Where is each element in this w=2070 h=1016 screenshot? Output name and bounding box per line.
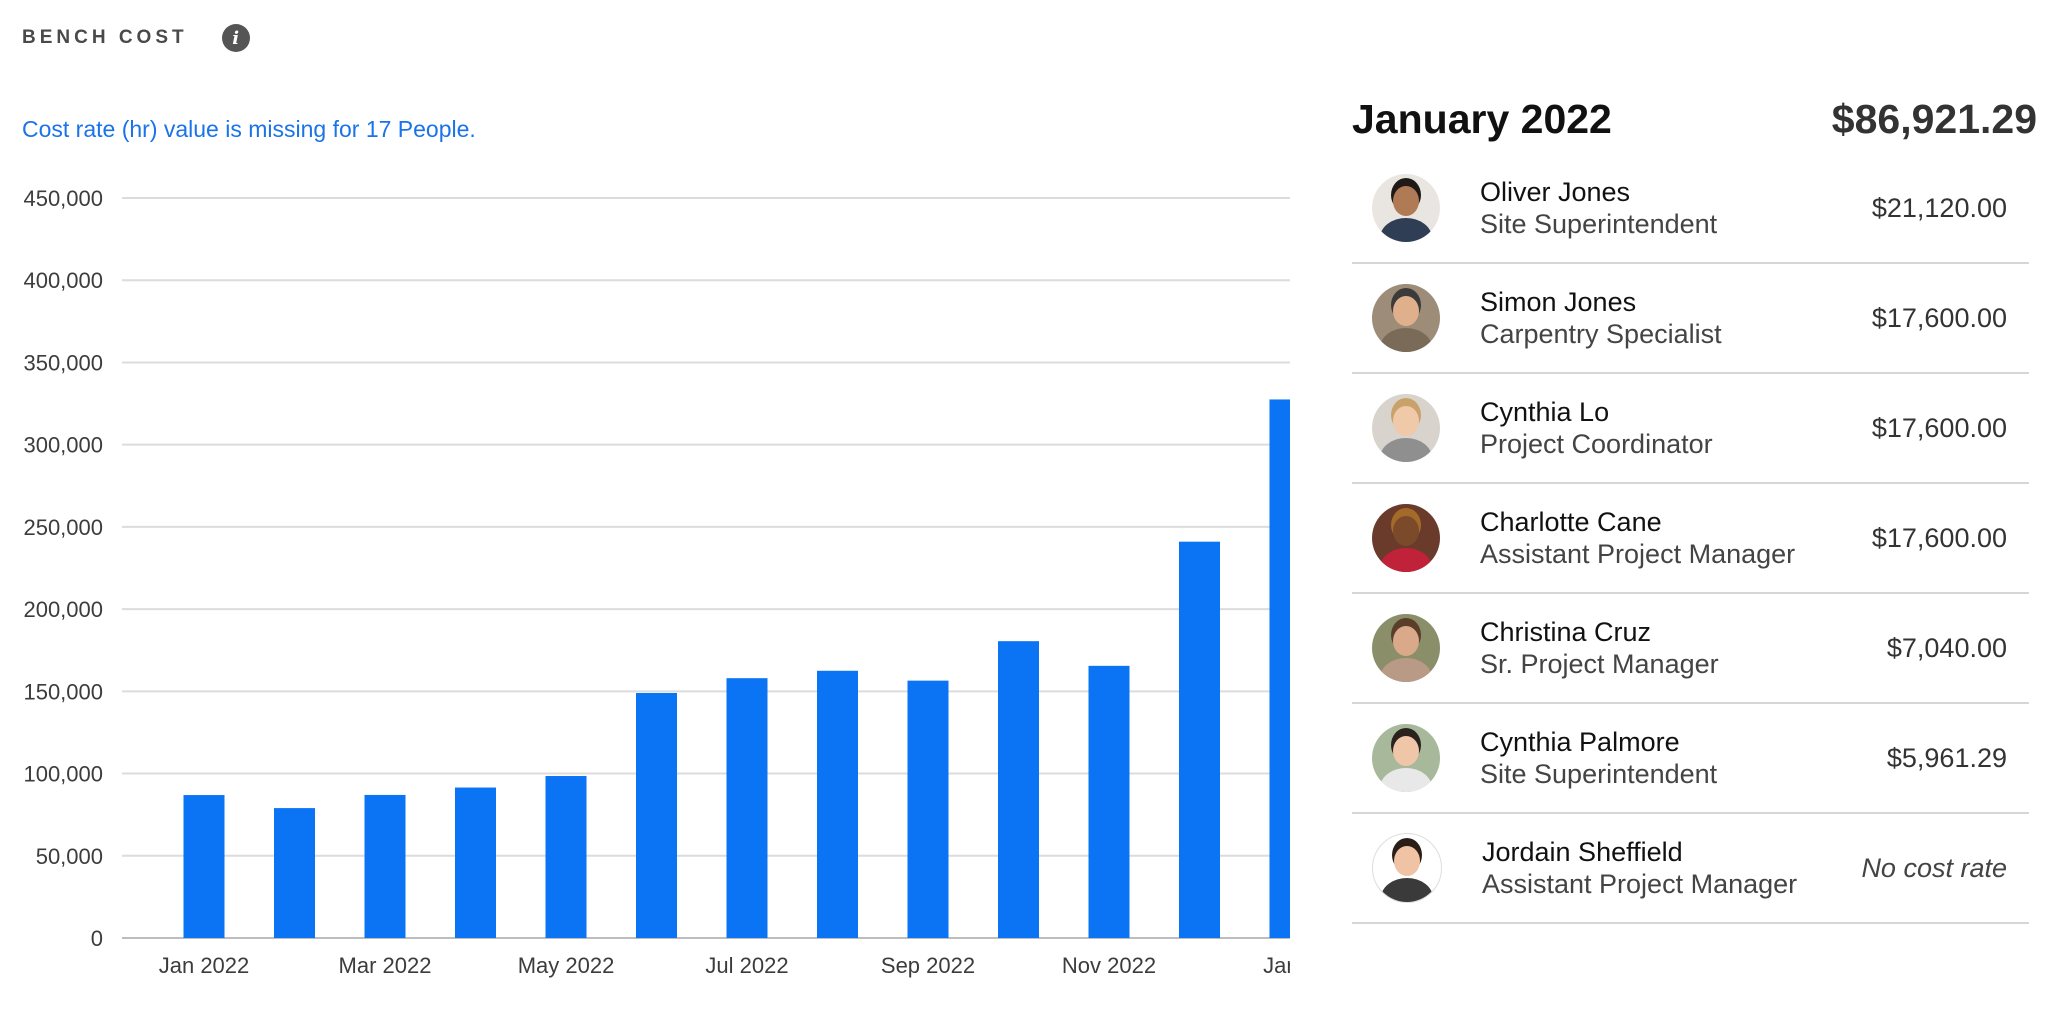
x-tick-label: Jan 2022 — [159, 953, 250, 978]
person-cost: $17,600.00 — [1871, 522, 2007, 553]
person-role: Carpentry Specialist — [1480, 319, 1722, 349]
avatar — [1372, 394, 1440, 462]
avatar — [1372, 833, 1442, 903]
person-role: Assistant Project Manager — [1482, 869, 1798, 899]
person-cost: $21,120.00 — [1871, 192, 2007, 223]
info-icon[interactable]: i — [221, 24, 250, 52]
person-name: Simon Jones — [1480, 287, 1637, 317]
person-role: Site Superintendent — [1480, 759, 1718, 789]
bar — [274, 808, 315, 938]
bar — [817, 670, 858, 938]
person-cost: $7,040.00 — [1886, 632, 2007, 663]
y-tick-label: 0 — [91, 926, 103, 951]
y-tick-label: 200,000 — [23, 597, 103, 622]
x-tick-label: Jan 2 — [1263, 953, 1300, 978]
person-row[interactable]: Jordain Sheffield Assistant Project Mana… — [1352, 814, 2029, 924]
avatar — [1372, 614, 1440, 682]
person-row[interactable]: Oliver Jones Site Superintendent $21,120… — [1352, 154, 2029, 264]
person-row[interactable]: Charlotte Cane Assistant Project Manager… — [1352, 484, 2029, 594]
person-name: Christina Cruz — [1480, 617, 1652, 647]
bench-cost-bar-chart: 0 50,000 100,000 150,000 200,000 250,000 300,0… — [23, 186, 1300, 978]
x-tick-label: May 2022 — [518, 953, 615, 978]
person-row[interactable]: Simon Jones Carpentry Specialist $17,600… — [1352, 264, 2029, 374]
person-role: Project Coordinator — [1480, 429, 1713, 459]
person-row[interactable]: Cynthia Palmore Site Superintendent $5,9… — [1352, 704, 2029, 814]
person-cost: $17,600.00 — [1871, 412, 2007, 443]
y-tick-label: 400,000 — [23, 268, 103, 293]
y-tick-label: 100,000 — [23, 762, 103, 787]
x-tick-label: Mar 2022 — [339, 953, 432, 978]
y-tick-label: 250,000 — [23, 515, 103, 540]
header: BENCH COST i — [22, 18, 250, 58]
person-role: Assistant Project Manager — [1480, 539, 1796, 569]
selected-month: January 2022 — [1352, 95, 1612, 142]
person-cost: $5,961.29 — [1886, 742, 2007, 773]
person-row[interactable]: Christina Cruz Sr. Project Manager $7,04… — [1352, 594, 2029, 704]
bar — [1179, 541, 1220, 938]
bar — [726, 678, 768, 938]
month-total-cost: $86,921.29 — [1831, 95, 2037, 142]
y-tick-label: 450,000 — [23, 186, 103, 211]
y-tick-label: 350,000 — [23, 350, 103, 375]
person-name: Charlotte Cane — [1480, 507, 1662, 537]
month-detail-panel: January 2022 $86,921.29 Oliver Jones Sit… — [1352, 88, 2037, 924]
y-tick-label: 150,000 — [23, 679, 103, 704]
x-tick-label: Sep 2022 — [881, 953, 975, 978]
y-tick-label: 50,000 — [36, 844, 103, 869]
bar — [455, 787, 496, 938]
person-role: Site Superintendent — [1480, 209, 1718, 239]
person-name: Jordain Sheffield — [1482, 837, 1683, 867]
avatar — [1372, 504, 1440, 572]
avatar — [1372, 284, 1440, 352]
person-cost: $17,600.00 — [1871, 302, 2007, 333]
x-tick-label: Jul 2022 — [705, 953, 788, 978]
person-name: Cynthia Lo — [1480, 397, 1610, 427]
bar — [545, 776, 587, 938]
avatar — [1372, 174, 1440, 242]
person-name: Oliver Jones — [1480, 177, 1631, 207]
panel-header: January 2022 $86,921.29 — [1352, 88, 2037, 150]
y-tick-label: 300,000 — [23, 433, 103, 458]
page-title: BENCH COST — [22, 27, 188, 48]
bar — [1269, 399, 1290, 938]
x-tick-label: Nov 2022 — [1062, 953, 1156, 978]
bar — [907, 680, 949, 938]
bar — [183, 795, 225, 938]
bar — [1088, 665, 1130, 938]
missing-cost-rate-warning[interactable]: Cost rate (hr) value is missing for 17 P… — [22, 116, 476, 142]
person-row[interactable]: Cynthia Lo Project Coordinator $17,600.0… — [1352, 374, 2029, 484]
people-list: Oliver Jones Site Superintendent $21,120… — [1352, 154, 2029, 924]
person-name: Cynthia Palmore — [1480, 727, 1680, 757]
avatar — [1372, 724, 1440, 792]
bar — [364, 794, 406, 938]
person-role: Sr. Project Manager — [1480, 649, 1719, 679]
bar — [998, 641, 1039, 938]
person-cost: No cost rate — [1861, 852, 2007, 883]
bar — [636, 692, 677, 938]
